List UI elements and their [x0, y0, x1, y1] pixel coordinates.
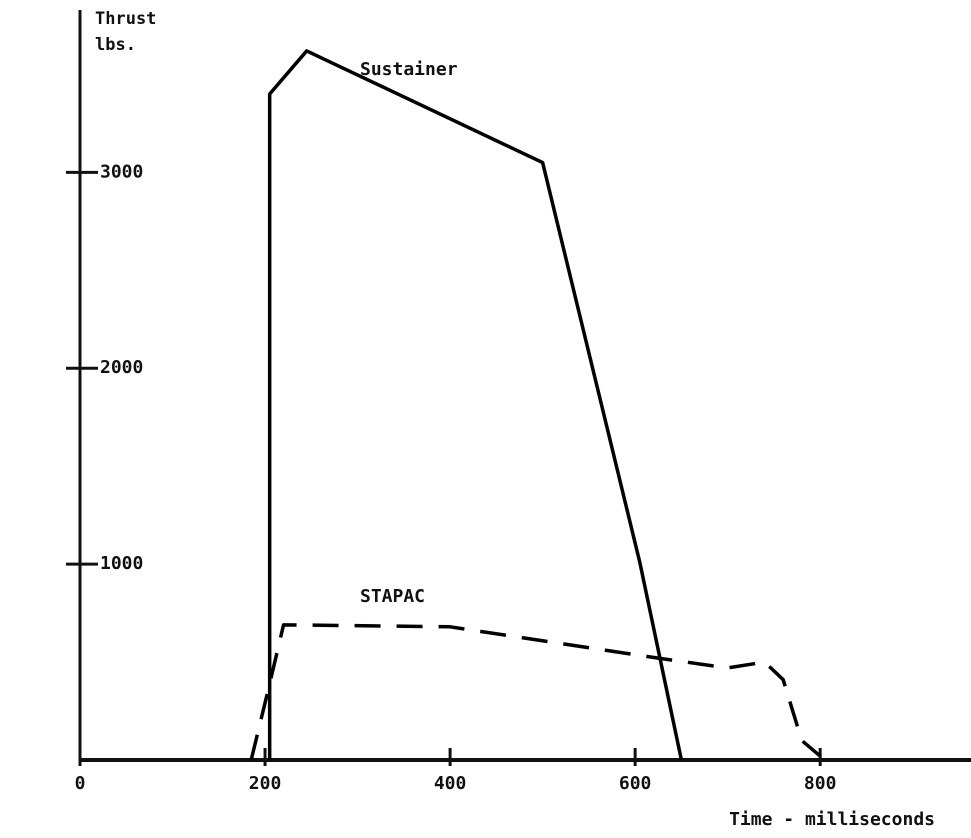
line-series — [267, 49, 684, 761]
series-label: Sustainer — [360, 59, 458, 80]
x-tick-label: 800 — [804, 773, 837, 794]
y-tick-label: 3000 — [100, 161, 143, 182]
y-tick-label: 2000 — [100, 357, 143, 378]
y-axis-label: Thrust lbs. — [95, 9, 157, 55]
x-tick-label: 400 — [434, 773, 467, 794]
series-label: STAPAC — [360, 586, 425, 607]
x-axis-label: Time - milliseconds — [729, 809, 935, 830]
x-tick-label: 200 — [249, 773, 282, 794]
x-tick-label: 600 — [619, 773, 652, 794]
y-tick-label: 1000 — [100, 553, 143, 574]
x-tick-label: 0 — [75, 773, 86, 794]
line-series — [249, 623, 822, 761]
